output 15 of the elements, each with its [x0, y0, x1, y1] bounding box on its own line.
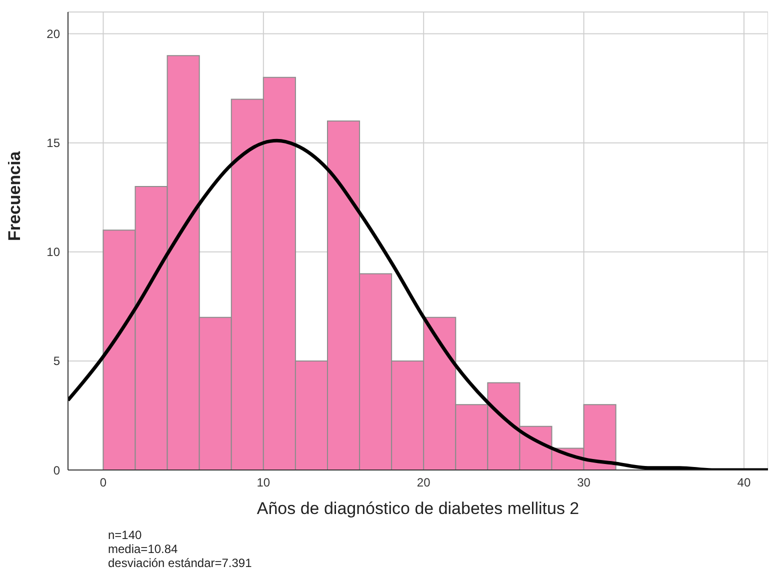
x-tick-label: 20 [416, 476, 431, 490]
text: n=140 [108, 528, 143, 542]
x-tick-label: 10 [256, 476, 270, 490]
y-tick-label: 15 [46, 136, 60, 150]
y-tick-label: 5 [53, 354, 60, 368]
x-tick-label: 40 [737, 476, 751, 490]
y-tick-label: 10 [46, 245, 60, 260]
y-axis-title: Frecuencia [5, 150, 24, 241]
x-tick-label: 0 [100, 476, 107, 490]
y-tick-label: 20 [46, 27, 60, 42]
text: desviación estándar=7.391 [108, 556, 253, 570]
y-tick-label: 0 [53, 463, 60, 478]
x-axis-title: Años de diagnóstico de diabetes mellitus 2 [256, 499, 580, 518]
text: media=10.84 [108, 542, 179, 556]
x-tick-label: 30 [577, 476, 591, 490]
